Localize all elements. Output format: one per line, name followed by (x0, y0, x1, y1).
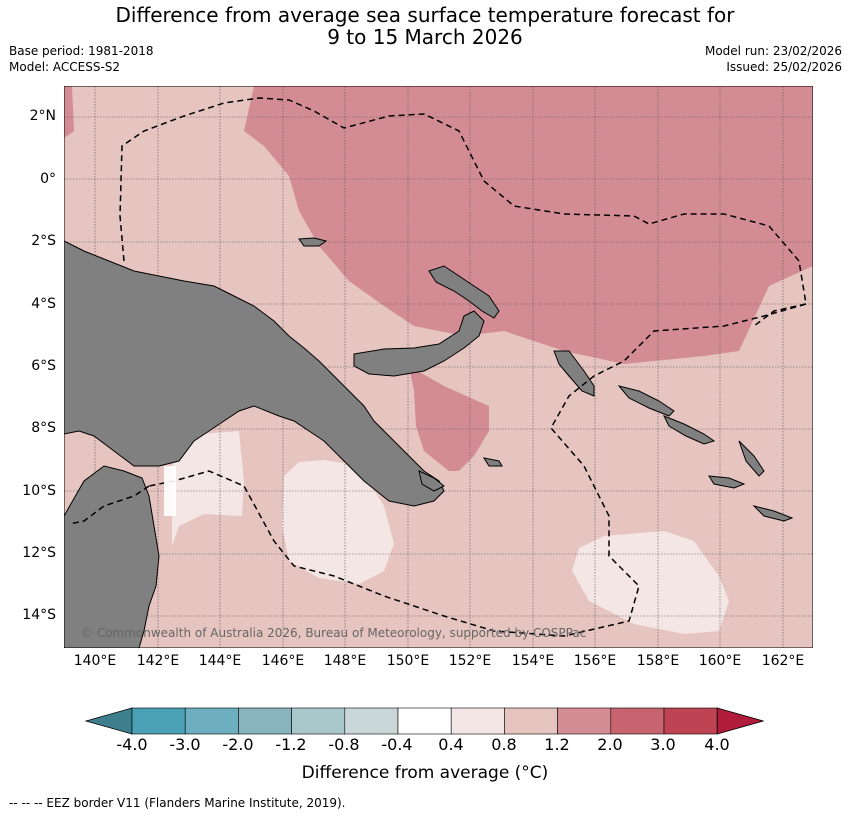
title-line-1: Difference from average sea surface temp… (115, 3, 735, 27)
land-solomons-3 (708, 475, 746, 489)
land-manus (298, 237, 328, 247)
meta-right: Model run: 23/02/2026 Issued: 25/02/2026 (705, 43, 842, 75)
colorbar-segment (397, 707, 452, 735)
colorbar-arrow-high (716, 707, 765, 735)
chart-title: Difference from average sea surface temp… (0, 4, 850, 48)
colorbar-tick: -4.0 (116, 735, 148, 754)
eez-legend-footer: -- -- -- EEZ border V11 (Flanders Marine… (9, 796, 346, 810)
land-new-guinea (64, 240, 445, 507)
land-solomons-2 (662, 415, 716, 445)
colorbar-tick: -0.8 (328, 735, 360, 754)
colorbar-label: Difference from average (°C) (301, 763, 549, 783)
lon-label-158E: 158°E (636, 653, 680, 669)
colorbar-segment (184, 707, 239, 735)
lon-label-160E: 160°E (698, 653, 742, 669)
colorbar-segment (450, 707, 505, 735)
anomaly-region-0.4-0.8-a (172, 431, 244, 546)
graticule (64, 86, 813, 648)
colorbar-segment (504, 707, 558, 735)
meta-left: Base period: 1981-2018 Model: ACCESS-S2 (9, 43, 154, 75)
lat-label-6S: 6°S (31, 358, 56, 374)
lat-label-4S: 4°S (31, 296, 56, 312)
colorbar-segment (238, 707, 292, 735)
sst-anomaly-map: © Commonwealth of Australia 2026, Bureau… (64, 86, 813, 648)
anomaly-region-1.2-2.0-south (409, 366, 489, 471)
lat-label-8S: 8°S (31, 420, 56, 436)
land-dentrecasteaux (418, 470, 445, 492)
lat-label-12S: 12°S (22, 545, 56, 561)
base-period: Base period: 1981-2018 (9, 44, 154, 58)
lon-label-142E: 142°E (136, 653, 180, 669)
colorbar-tick: -0.4 (381, 735, 413, 754)
colorbar-tick: -1.2 (275, 735, 307, 754)
anomaly-region-1.2-2.0 (244, 86, 813, 364)
colorbar-tick: 4.0 (704, 735, 730, 754)
colorbar-tick: -3.0 (169, 735, 201, 754)
colorbar-segment (557, 707, 612, 735)
colorbar-segment (344, 707, 399, 735)
eez-border-torres (68, 485, 150, 525)
land-solomons-4 (738, 440, 765, 477)
lon-label-144E: 144°E (198, 653, 242, 669)
colorbar-segment (291, 707, 346, 735)
lon-label-148E: 148°E (323, 653, 367, 669)
lon-label-152E: 152°E (448, 653, 492, 669)
lon-label-140E: 140°E (73, 653, 117, 669)
lon-label-162E: 162°E (761, 653, 805, 669)
colorbar-tick: 0.4 (438, 735, 464, 754)
colorbar-tick: -2.0 (222, 735, 254, 754)
eez-border-png (119, 97, 807, 637)
land-new-britain (353, 310, 485, 377)
model-name: Model: ACCESS-S2 (9, 60, 121, 74)
lat-label-2S: 2°S (31, 233, 56, 249)
lat-label-14S: 14°S (22, 607, 56, 623)
anomaly-region-0.4-0.8-c (572, 531, 729, 634)
title-line-2: 9 to 15 March 2026 (327, 25, 523, 49)
copyright-text: © Commonwealth of Australia 2026, Bureau… (81, 626, 586, 640)
lat-label-0: 0° (40, 171, 56, 187)
colorbar-tick: 1.2 (544, 735, 570, 754)
lon-label-154E: 154°E (511, 653, 555, 669)
colorbar-segment (663, 707, 718, 735)
lon-label-156E: 156°E (573, 653, 617, 669)
colorbar-tick: 3.0 (650, 735, 676, 754)
anomaly-region-1.2-2.0-nw (64, 86, 74, 138)
model-run: Model run: 23/02/2026 (704, 44, 842, 58)
land (64, 237, 794, 648)
colorbar-arrow-low (84, 707, 133, 735)
issued-date: Issued: 25/02/2026 (726, 60, 842, 74)
colorbar-segments (84, 707, 765, 735)
land-louisiade (482, 457, 503, 467)
lat-label-10S: 10°S (22, 483, 56, 499)
colorbar-tick: 0.8 (491, 735, 517, 754)
land-new-ireland (428, 265, 500, 319)
land-solomons-5 (752, 505, 794, 522)
colorbar-segment (131, 707, 186, 735)
torres-strait-water (164, 466, 176, 516)
land-solomons-1 (617, 385, 675, 417)
land-australia-cape-york (64, 465, 160, 648)
colorbar-tick: 2.0 (597, 735, 623, 754)
lon-label-150E: 150°E (386, 653, 430, 669)
lon-label-146E: 146°E (261, 653, 305, 669)
lat-label-2N: 2°N (29, 108, 56, 124)
colorbar-segment (610, 707, 665, 735)
eez-border (68, 97, 807, 637)
eez-border-solomons-south (753, 303, 807, 327)
